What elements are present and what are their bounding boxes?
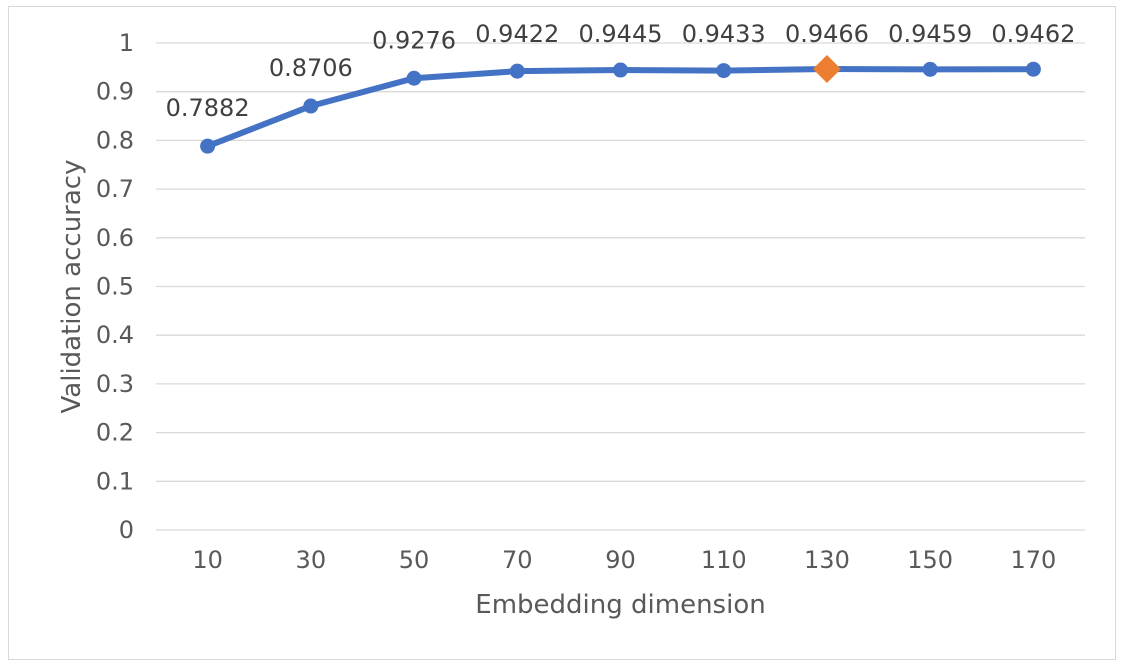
data-point [716, 63, 732, 79]
data-label: 0.8706 [269, 54, 353, 82]
y-tick-label: 0.3 [96, 370, 134, 398]
data-point [509, 63, 525, 79]
y-tick-label: 0 [119, 516, 134, 544]
data-label: 0.9433 [682, 20, 766, 48]
x-tick-label: 150 [907, 546, 953, 574]
data-label: 0.9276 [372, 26, 456, 54]
y-axis-title: Validation accuracy [57, 160, 87, 414]
data-label: 0.9466 [785, 20, 869, 48]
chart-frame [8, 6, 1116, 660]
x-tick-label: 50 [399, 546, 430, 574]
data-point [303, 98, 319, 114]
x-tick-label: 30 [296, 546, 327, 574]
x-tick-labels: 10 30 50 70 90 110 130 150 170 [192, 546, 1056, 574]
data-label: 0.9422 [475, 20, 559, 48]
data-label: 0.9459 [888, 20, 972, 48]
x-tick-label: 170 [1010, 546, 1056, 574]
data-label: 0.9462 [991, 20, 1075, 48]
data-point [613, 62, 628, 78]
highlight-marker [812, 55, 841, 84]
data-point [200, 138, 216, 154]
y-tick-label: 0.8 [96, 126, 134, 154]
x-tick-label: 70 [502, 546, 533, 574]
y-tick-label: 0.5 [96, 273, 134, 301]
y-tick-label: 0.9 [96, 78, 134, 106]
gridlines [156, 42, 1085, 531]
y-tick-labels: 0 0.1 0.2 0.3 0.4 0.5 0.6 0.7 0.8 0.9 1 [96, 29, 134, 544]
x-tick-label: 110 [701, 546, 747, 574]
x-tick-label: 10 [192, 546, 223, 574]
data-point [1025, 61, 1041, 77]
data-label: 0.7882 [166, 94, 250, 122]
y-tick-label: 1 [119, 29, 134, 57]
y-tick-label: 0.6 [96, 224, 134, 252]
y-tick-label: 0.1 [96, 467, 134, 495]
data-point [406, 70, 422, 86]
series-markers [200, 55, 1041, 154]
x-axis-title: Embedding dimension [475, 590, 765, 620]
x-tick-label: 130 [804, 546, 850, 574]
y-tick-label: 0.4 [96, 321, 134, 349]
y-tick-label: 0.7 [96, 175, 134, 203]
y-tick-label: 0.2 [96, 419, 134, 447]
data-point [922, 61, 938, 77]
x-tick-label: 90 [605, 546, 636, 574]
data-labels: 0.7882 0.8706 0.9276 0.9422 0.9445 0.9433 0.94… [166, 20, 1076, 122]
data-label: 0.9445 [579, 20, 663, 48]
